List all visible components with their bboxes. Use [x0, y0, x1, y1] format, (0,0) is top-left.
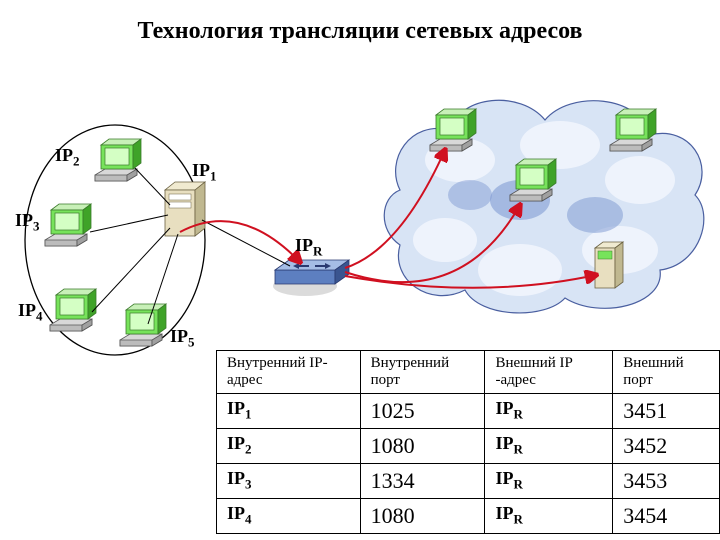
- pc-ip2-icon: [95, 139, 141, 181]
- col-external-port: Внешний порт: [613, 351, 720, 394]
- pc-ip4-icon: [50, 289, 96, 331]
- label-ip2: IP2: [55, 145, 80, 170]
- gateway-ip1-icon: [165, 182, 205, 236]
- nat-table: Внутренний IP-адрес Внутренний порт Внеш…: [216, 350, 720, 534]
- table-row: IP2 1080 IPR 3452: [217, 429, 720, 464]
- pc-ip3-icon: [45, 204, 91, 246]
- col-external-ip: Внешний IP -адрес: [485, 351, 613, 394]
- table-row: IP3 1334 IPR 3453: [217, 464, 720, 499]
- label-ip3: IP3: [15, 210, 40, 235]
- gw-router-link: [202, 220, 290, 266]
- router-icon: [273, 260, 349, 296]
- cloud-pc-3-icon: [510, 159, 556, 201]
- label-ipr: IPR: [295, 235, 322, 260]
- col-internal-ip: Внутренний IP-адрес: [217, 351, 361, 394]
- cloud-pc-2-icon: [610, 109, 656, 151]
- table-header-row: Внутренний IP-адрес Внутренний порт Внеш…: [217, 351, 720, 394]
- cloud-server-icon: [595, 242, 623, 288]
- label-ip1: IP1: [192, 160, 217, 185]
- cloud-pc-1-icon: [430, 109, 476, 151]
- table-row: IP1 1025 IPR 3451: [217, 394, 720, 429]
- pc-ip5-icon: [120, 304, 166, 346]
- label-ip4: IP4: [18, 300, 43, 325]
- table-row: IP4 1080 IPR 3454: [217, 499, 720, 534]
- label-ip5: IP5: [170, 326, 195, 351]
- col-internal-port: Внутренний порт: [360, 351, 485, 394]
